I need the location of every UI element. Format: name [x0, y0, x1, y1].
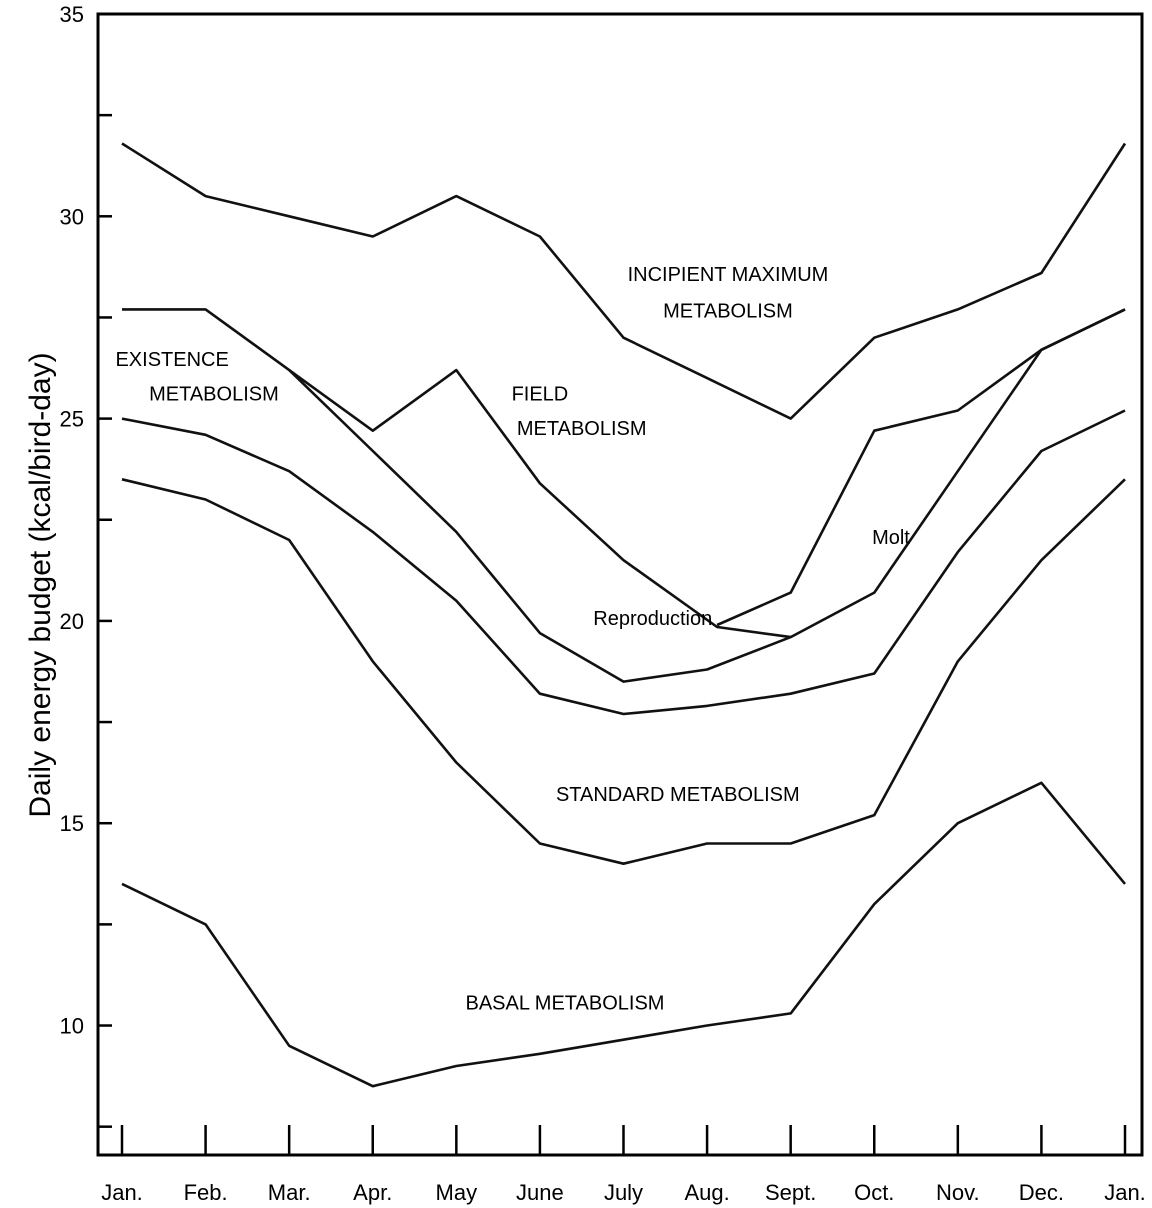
annotation-basal: BASAL METABOLISM [466, 992, 665, 1014]
annotation-molt: Molt [872, 527, 910, 549]
y-axis-title: Daily energy budget (kcal/bird-day) [24, 352, 57, 817]
y-tick-label-8: 15 [60, 811, 84, 836]
annotation-standard: STANDARD METABOLISM [556, 784, 800, 806]
x-tick-label-4: May [436, 1180, 478, 1205]
annotation-layer: INCIPIENT MAXIMUM METABOLISM EXISTENCE META… [115, 264, 910, 1014]
x-axis: Jan. Feb. Mar. Apr. May June July Aug. Sept. Oct.… [101, 1125, 1146, 1205]
x-tick-label-8: Sept. [765, 1180, 816, 1205]
y-tick-label-10: 10 [60, 1014, 84, 1039]
y-tick-label-0: 35 [60, 2, 84, 27]
annotation-field-1: FIELD [512, 383, 569, 405]
annotation-existence-1: EXISTENCE [115, 349, 228, 371]
series-layer [121, 142, 1127, 1088]
series-line-standard [121, 478, 1126, 866]
x-tick-label-12: Jan. [1104, 1180, 1146, 1205]
x-tick-label-1: Feb. [184, 1180, 228, 1205]
annotation-existence-2: METABOLISM [149, 383, 279, 405]
plot-frame [96, 12, 1144, 1157]
series-line-molt [716, 308, 1126, 627]
series-line-field [288, 368, 791, 639]
y-tick-label-2: 30 [60, 204, 84, 229]
series-line-incipient-maximum [121, 142, 1127, 420]
x-tick-label-11: Dec. [1019, 1180, 1064, 1205]
x-tick-label-0: Jan. [101, 1180, 143, 1205]
annotation-field-2: METABOLISM [517, 418, 647, 440]
x-tick-label-5: June [516, 1180, 564, 1205]
series-line-basal [121, 781, 1127, 1088]
y-tick-label-4: 25 [60, 407, 84, 432]
x-tick-label-7: Aug. [684, 1180, 729, 1205]
y-tick-label-6: 20 [60, 609, 84, 634]
annotation-incipient-max-2: METABOLISM [663, 300, 793, 322]
series-line-existence-lower [121, 409, 1126, 716]
x-tick-label-3: Apr. [353, 1180, 392, 1205]
x-tick-label-6: July [604, 1180, 643, 1205]
x-tick-label-9: Oct. [854, 1180, 894, 1205]
x-tick-label-2: Mar. [268, 1180, 311, 1205]
annotation-reproduction: Reproduction [593, 608, 712, 630]
x-tick-label-10: Nov. [936, 1180, 980, 1205]
annotation-incipient-max-1: INCIPIENT MAXIMUM [628, 264, 829, 286]
y-axis: 35 30 25 20 15 10 [60, 2, 112, 1128]
